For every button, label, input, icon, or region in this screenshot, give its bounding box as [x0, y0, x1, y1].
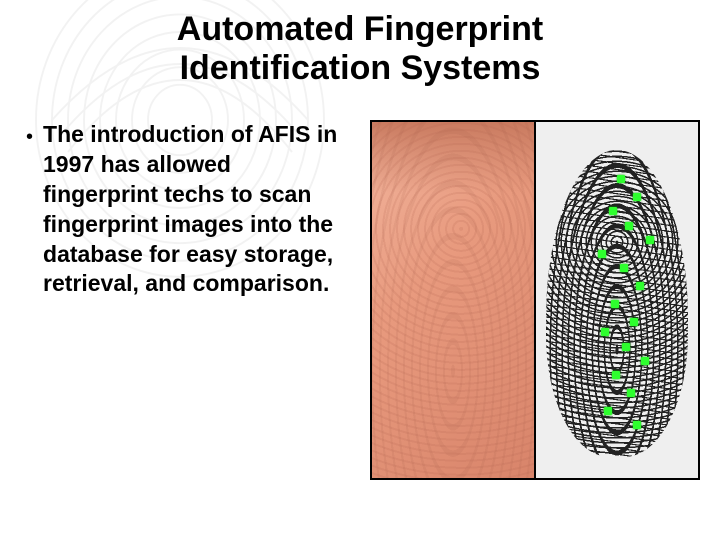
minutiae-marker: [620, 264, 628, 272]
bullet-marker: •: [26, 124, 33, 150]
minutiae-marker: [633, 193, 641, 201]
minutiae-marker: [636, 282, 644, 290]
minutiae-marker: [622, 343, 630, 351]
title-line-1: Automated Fingerprint: [177, 10, 543, 48]
live-finger-scan-panel: [372, 122, 534, 478]
minutiae-marker: [617, 175, 625, 183]
title-line-2: Identification Systems: [180, 49, 541, 87]
bullet-text: The introduction of AFIS in 1997 has all…: [43, 120, 350, 299]
bullet-column: • The introduction of AFIS in 1997 has a…: [26, 120, 350, 520]
minutiae-marker: [609, 207, 617, 215]
minutiae-marker: [630, 318, 638, 326]
fingerprint-image-pair: [370, 120, 700, 480]
minutiae-marker: [611, 300, 619, 308]
minutiae-marker: [625, 222, 633, 230]
minutiae-marker: [641, 357, 649, 365]
minutiae-marker: [646, 236, 654, 244]
slide-body: • The introduction of AFIS in 1997 has a…: [26, 120, 700, 520]
ink-fingerprint-panel: [536, 122, 698, 478]
minutiae-marker: [633, 421, 641, 429]
slide-title: Automated Fingerprint Identification Sys…: [0, 10, 720, 88]
minutiae-marker: [598, 250, 606, 258]
minutiae-marker: [612, 371, 620, 379]
minutiae-marker: [604, 407, 612, 415]
minutiae-marker: [601, 328, 609, 336]
minutiae-marker: [627, 389, 635, 397]
